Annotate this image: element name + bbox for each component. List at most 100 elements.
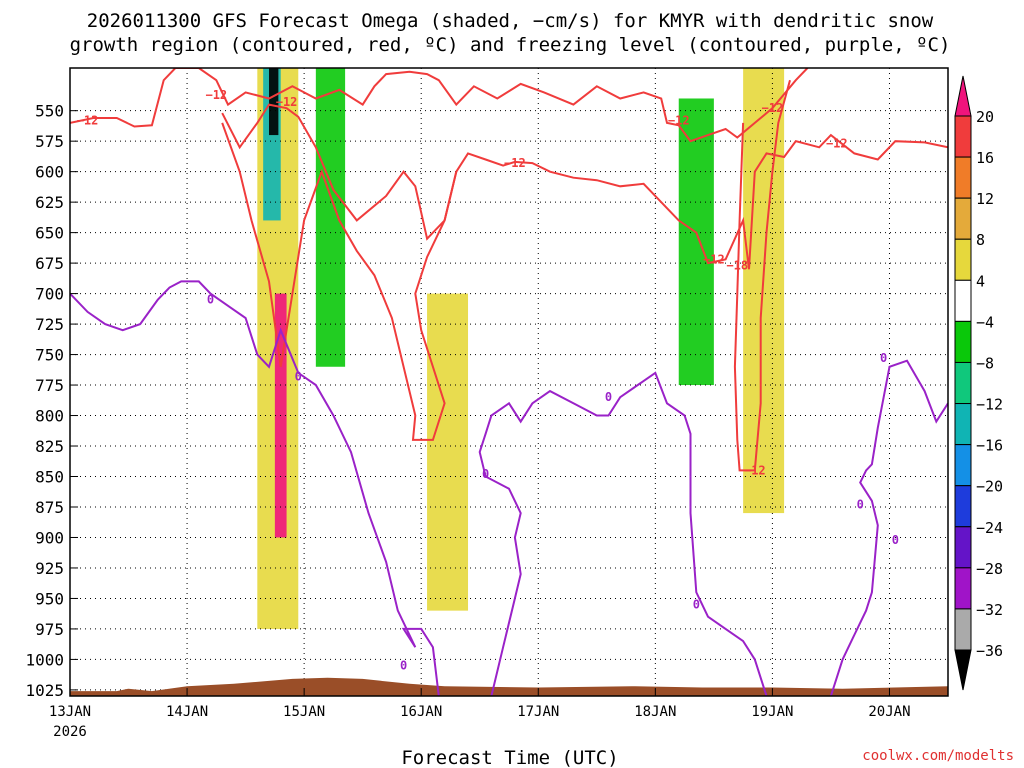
freezing-level-contour-line <box>478 371 768 696</box>
y-tick-label: 925 <box>35 559 64 578</box>
freezing-level-contour-label: 0 <box>482 467 489 481</box>
x-tick-label: 20JAN <box>868 704 910 720</box>
y-tick-label: 750 <box>35 346 64 365</box>
dgz-contour-label: −12 <box>668 113 690 127</box>
colorbar-box <box>954 403 972 446</box>
title-line-1: 2026011300 GFS Forecast Omega (shaded, −… <box>87 10 934 32</box>
y-tick-label: 825 <box>35 437 64 456</box>
colorbar-tick-label: −36 <box>976 642 1003 660</box>
terrain-surface <box>70 677 948 696</box>
x-tick-label: 19JAN <box>751 704 793 720</box>
colorbar-box <box>954 156 972 199</box>
colorbar-bottom-arrow <box>954 649 972 691</box>
colorbar-tick-label: −4 <box>976 313 994 331</box>
dgz-contour-label: −12 <box>826 137 848 151</box>
plot-background <box>70 68 948 696</box>
dgz-contour-label: −12 <box>762 101 784 115</box>
colorbar-tick-label: −12 <box>976 396 1003 414</box>
credit-text: coolwx.com/modelts <box>862 748 1014 764</box>
y-tick-label: 1000 <box>25 650 64 669</box>
y-tick-label: 650 <box>35 224 64 243</box>
y-axis: 550 575 600 625 650 675 700 725 750 775 800 825 850 8… <box>25 102 78 700</box>
y-tick-label: 775 <box>35 376 64 395</box>
freezing-level-contour-label: 0 <box>605 390 612 404</box>
colorbar-tick-label: 20 <box>976 108 994 126</box>
x-tick-label: 14JAN <box>166 704 208 720</box>
colorbar-tick-label: −28 <box>976 560 1003 578</box>
colorbar-tick-label: −16 <box>976 437 1003 455</box>
y-tick-label: 900 <box>35 528 64 547</box>
colorbar-top-arrow <box>954 75 972 117</box>
colorbar-tick-label: 4 <box>976 272 985 290</box>
y-tick-label: 1025 <box>25 681 64 700</box>
colorbar-tick-label: −32 <box>976 601 1003 619</box>
title-line-2: growth region (contoured, red, ºC) and f… <box>70 34 951 56</box>
x-axis: 13JAN 2026 14JAN 15JAN 16JAN 17JAN 18JAN 19JAN 2… <box>49 688 911 740</box>
y-tick-label: 700 <box>35 285 64 304</box>
colorbar-box <box>954 361 972 405</box>
x-axis-label: Forecast Time (UTC) <box>401 747 618 768</box>
y-tick-label: 575 <box>35 132 64 151</box>
y-tick-label: 625 <box>35 193 64 212</box>
freezing-level-contour-label: 0 <box>400 659 407 673</box>
y-tick-label: 600 <box>35 163 64 182</box>
x-tick-label: 13JAN <box>49 704 91 720</box>
contours <box>70 68 948 696</box>
dgz-contour-line <box>221 122 458 441</box>
y-tick-label: 800 <box>35 407 64 426</box>
terrain-fill <box>70 677 948 696</box>
y-tick-label: 975 <box>35 620 64 639</box>
dgz-contour-label: −12 <box>205 88 227 102</box>
freezing-level-contour-label: 0 <box>295 370 302 384</box>
colorbar-box <box>954 444 972 487</box>
y-tick-label: 675 <box>35 254 64 273</box>
colorbar-box <box>954 567 972 610</box>
dgz-contour-label: −12 <box>703 252 725 266</box>
y-tick-label: 875 <box>35 498 64 517</box>
dgz-contour-line <box>221 103 948 270</box>
colorbar-tick-label: −24 <box>976 519 1003 537</box>
omega-shade-3 <box>269 68 279 136</box>
y-tick-label: 725 <box>35 315 64 334</box>
y-tick-label: 850 <box>35 468 64 487</box>
freezing-level-contour-label: 0 <box>693 598 700 612</box>
colorbar-tick-label: 16 <box>976 149 994 167</box>
colorbar-box <box>954 608 972 651</box>
dgz-contour-line <box>733 79 791 472</box>
dgz-contour-label: −12 <box>276 95 298 109</box>
freezing-level-contour-line <box>70 280 440 696</box>
colorbar-box <box>954 526 972 569</box>
omega-shade-5 <box>427 293 469 611</box>
colorbar-box <box>954 238 972 281</box>
y-tick-label: 950 <box>35 589 64 608</box>
freezing-level-contour-line <box>829 359 948 696</box>
omega-shade-7 <box>743 68 785 514</box>
x-tick-label: 15JAN <box>283 704 325 720</box>
x-tick-label: 16JAN <box>400 704 442 720</box>
colorbar-box <box>954 320 972 363</box>
y-tick-label: 550 <box>35 102 64 121</box>
plot-frame <box>69 67 949 697</box>
colorbar-box <box>954 485 972 528</box>
colorbar-box <box>954 279 972 322</box>
colorbar-box <box>954 115 972 158</box>
freezing-level-contour-label: 0 <box>880 351 887 365</box>
dgz-contour-label: −12 <box>504 156 526 170</box>
colorbar: 20 16 12 8 4 −4 −8 −12 −16 −20 −24 −28 −32 −36 <box>954 75 1003 691</box>
x-tick-sublabel: 2026 <box>53 724 87 740</box>
colorbar-tick-label: 8 <box>976 231 985 249</box>
colorbar-tick-label: −8 <box>976 354 994 372</box>
x-tick-label: 17JAN <box>517 704 559 720</box>
omega-shade-4 <box>315 68 346 367</box>
colorbar-box <box>954 197 972 240</box>
chart-title: 2026011300 GFS Forecast Omega (shaded, −… <box>70 10 951 56</box>
x-tick-label: 18JAN <box>634 704 676 720</box>
dgz-contour-label: −12 <box>744 463 766 477</box>
freezing-level-contour-label: 0 <box>857 498 864 512</box>
dgz-contour-line <box>70 68 809 143</box>
dgz-contour-label: −12 <box>77 113 99 127</box>
dgz-contour-label: −18 <box>726 259 748 273</box>
